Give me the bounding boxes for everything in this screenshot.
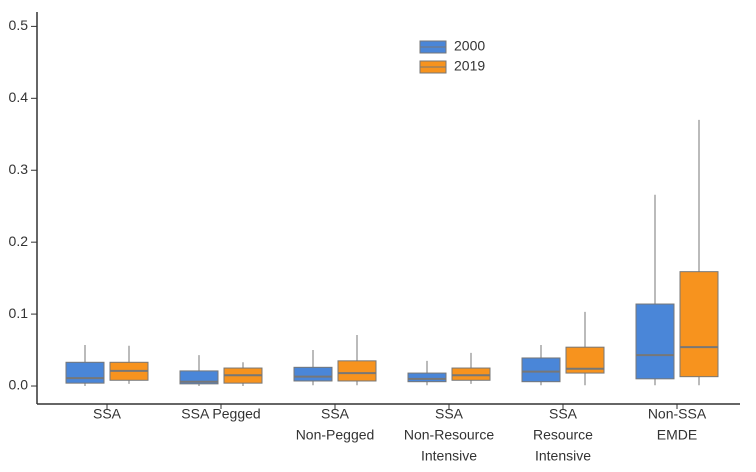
box xyxy=(179,370,219,385)
y-tick-label: 0.1 xyxy=(9,305,29,321)
box xyxy=(293,366,333,382)
x-tick-label: EMDE xyxy=(657,427,697,443)
y-tick-label: 0.0 xyxy=(9,377,29,393)
x-tick-label: Non-Resource xyxy=(404,427,494,443)
x-tick-label: Intensive xyxy=(421,448,477,464)
box xyxy=(635,303,675,380)
x-tick-label: Non-Pegged xyxy=(296,427,375,443)
legend-label: 2019 xyxy=(454,58,485,74)
box xyxy=(407,372,447,383)
box xyxy=(679,271,719,378)
x-tick-label: Resource xyxy=(533,427,593,443)
x-tick-label: Non-SSA xyxy=(648,406,707,422)
y-tick-label: 0.4 xyxy=(9,89,29,105)
box xyxy=(521,357,561,383)
x-tick-label: SSA Pegged xyxy=(181,406,260,422)
legend-label: 2000 xyxy=(454,38,485,54)
x-tick-label: SSA xyxy=(321,406,350,422)
x-tick-label: SSA xyxy=(549,406,578,422)
x-tick-label: Intensive xyxy=(535,448,591,464)
y-tick-label: 0.5 xyxy=(9,17,29,33)
x-tick-label: SSA xyxy=(435,406,464,422)
box xyxy=(65,361,105,384)
box xyxy=(337,360,377,382)
y-tick-label: 0.3 xyxy=(9,161,29,177)
x-tick-label: SSA xyxy=(93,406,122,422)
y-tick-label: 0.2 xyxy=(9,233,29,249)
box xyxy=(451,367,491,381)
